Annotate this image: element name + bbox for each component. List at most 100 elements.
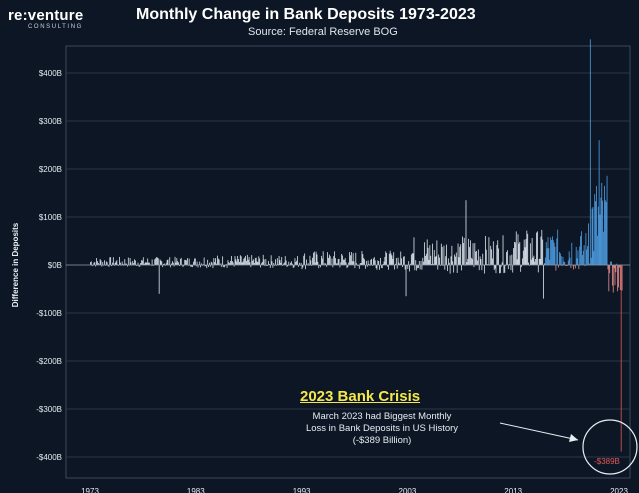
bar — [309, 255, 311, 265]
bar — [583, 245, 585, 265]
bar — [293, 265, 295, 268]
bar — [479, 256, 481, 265]
bar — [249, 262, 251, 265]
annotation-line-2: Loss in Bank Deposits in US History — [305, 423, 459, 434]
y-tick-label: -$400B — [36, 453, 62, 462]
bar — [523, 239, 525, 265]
bar — [571, 242, 573, 265]
bar — [303, 255, 305, 265]
bar — [222, 256, 224, 265]
bar — [380, 265, 382, 268]
bar — [570, 265, 572, 268]
bar — [544, 263, 545, 265]
bar — [326, 265, 328, 267]
bar — [195, 265, 197, 267]
bar — [516, 259, 518, 265]
bar — [405, 265, 407, 297]
bar — [448, 262, 450, 265]
bar — [225, 264, 227, 265]
bar — [495, 265, 497, 274]
bar — [399, 264, 401, 265]
bar — [212, 265, 214, 269]
bar — [581, 255, 583, 265]
bar — [176, 258, 178, 265]
bar — [556, 238, 558, 265]
bar — [193, 261, 194, 265]
bar — [512, 265, 514, 273]
bar — [592, 206, 594, 265]
bar — [564, 261, 566, 265]
bar — [148, 262, 149, 265]
bar — [559, 252, 560, 265]
bar — [481, 265, 483, 271]
bar — [244, 257, 246, 265]
bar — [171, 263, 172, 265]
y-tick-label: $100B — [39, 213, 62, 222]
bar — [437, 265, 439, 270]
bar — [575, 246, 577, 265]
bar — [557, 229, 559, 265]
bar — [378, 260, 380, 265]
bar — [429, 245, 431, 265]
bar — [408, 261, 410, 265]
bar — [271, 261, 273, 265]
plot-area — [65, 45, 631, 479]
bar — [186, 260, 187, 265]
bar — [158, 265, 160, 294]
annotation-text: March 2023 had Biggest Monthly Loss in B… — [272, 411, 492, 447]
bar — [165, 263, 167, 265]
bar — [522, 258, 523, 265]
bar — [119, 256, 120, 265]
bar — [252, 260, 254, 265]
bar — [239, 262, 240, 265]
bar — [416, 265, 418, 271]
bar — [179, 258, 181, 265]
bar — [359, 263, 361, 265]
bar — [402, 265, 403, 268]
bar — [470, 257, 472, 265]
bar — [426, 239, 428, 265]
bar — [559, 253, 561, 265]
y-tick-label: $200B — [39, 165, 62, 174]
annotation-title: 2023 Bank Crisis — [300, 388, 421, 405]
bar — [608, 265, 610, 292]
bar — [598, 140, 600, 265]
bar — [409, 265, 410, 272]
bar — [221, 265, 223, 268]
bar — [101, 265, 103, 267]
bar — [368, 263, 370, 265]
bar — [184, 259, 186, 265]
bar — [231, 261, 233, 265]
bar — [280, 262, 282, 265]
bar — [204, 265, 206, 267]
bar — [517, 234, 519, 265]
bar — [599, 214, 601, 265]
bar — [543, 265, 544, 299]
bar — [387, 265, 388, 267]
bar — [501, 262, 503, 265]
bar — [502, 235, 504, 265]
bar — [536, 232, 537, 265]
bar — [281, 257, 283, 265]
bar — [539, 258, 541, 265]
bar — [595, 201, 596, 265]
bar — [605, 202, 607, 265]
bar — [602, 200, 604, 265]
bar — [180, 257, 182, 265]
bar — [621, 265, 623, 291]
bar — [114, 262, 116, 265]
bar — [384, 256, 386, 265]
bar — [421, 265, 423, 270]
bar — [410, 263, 411, 265]
bar — [246, 254, 248, 265]
bar — [374, 260, 376, 265]
bar — [513, 248, 514, 265]
annotation-line-1: March 2023 had Biggest Monthly — [312, 411, 452, 422]
bar — [611, 261, 612, 265]
bar — [491, 249, 492, 265]
bar — [352, 253, 354, 265]
bar — [425, 253, 427, 265]
bar — [208, 265, 209, 268]
bar — [260, 265, 261, 268]
